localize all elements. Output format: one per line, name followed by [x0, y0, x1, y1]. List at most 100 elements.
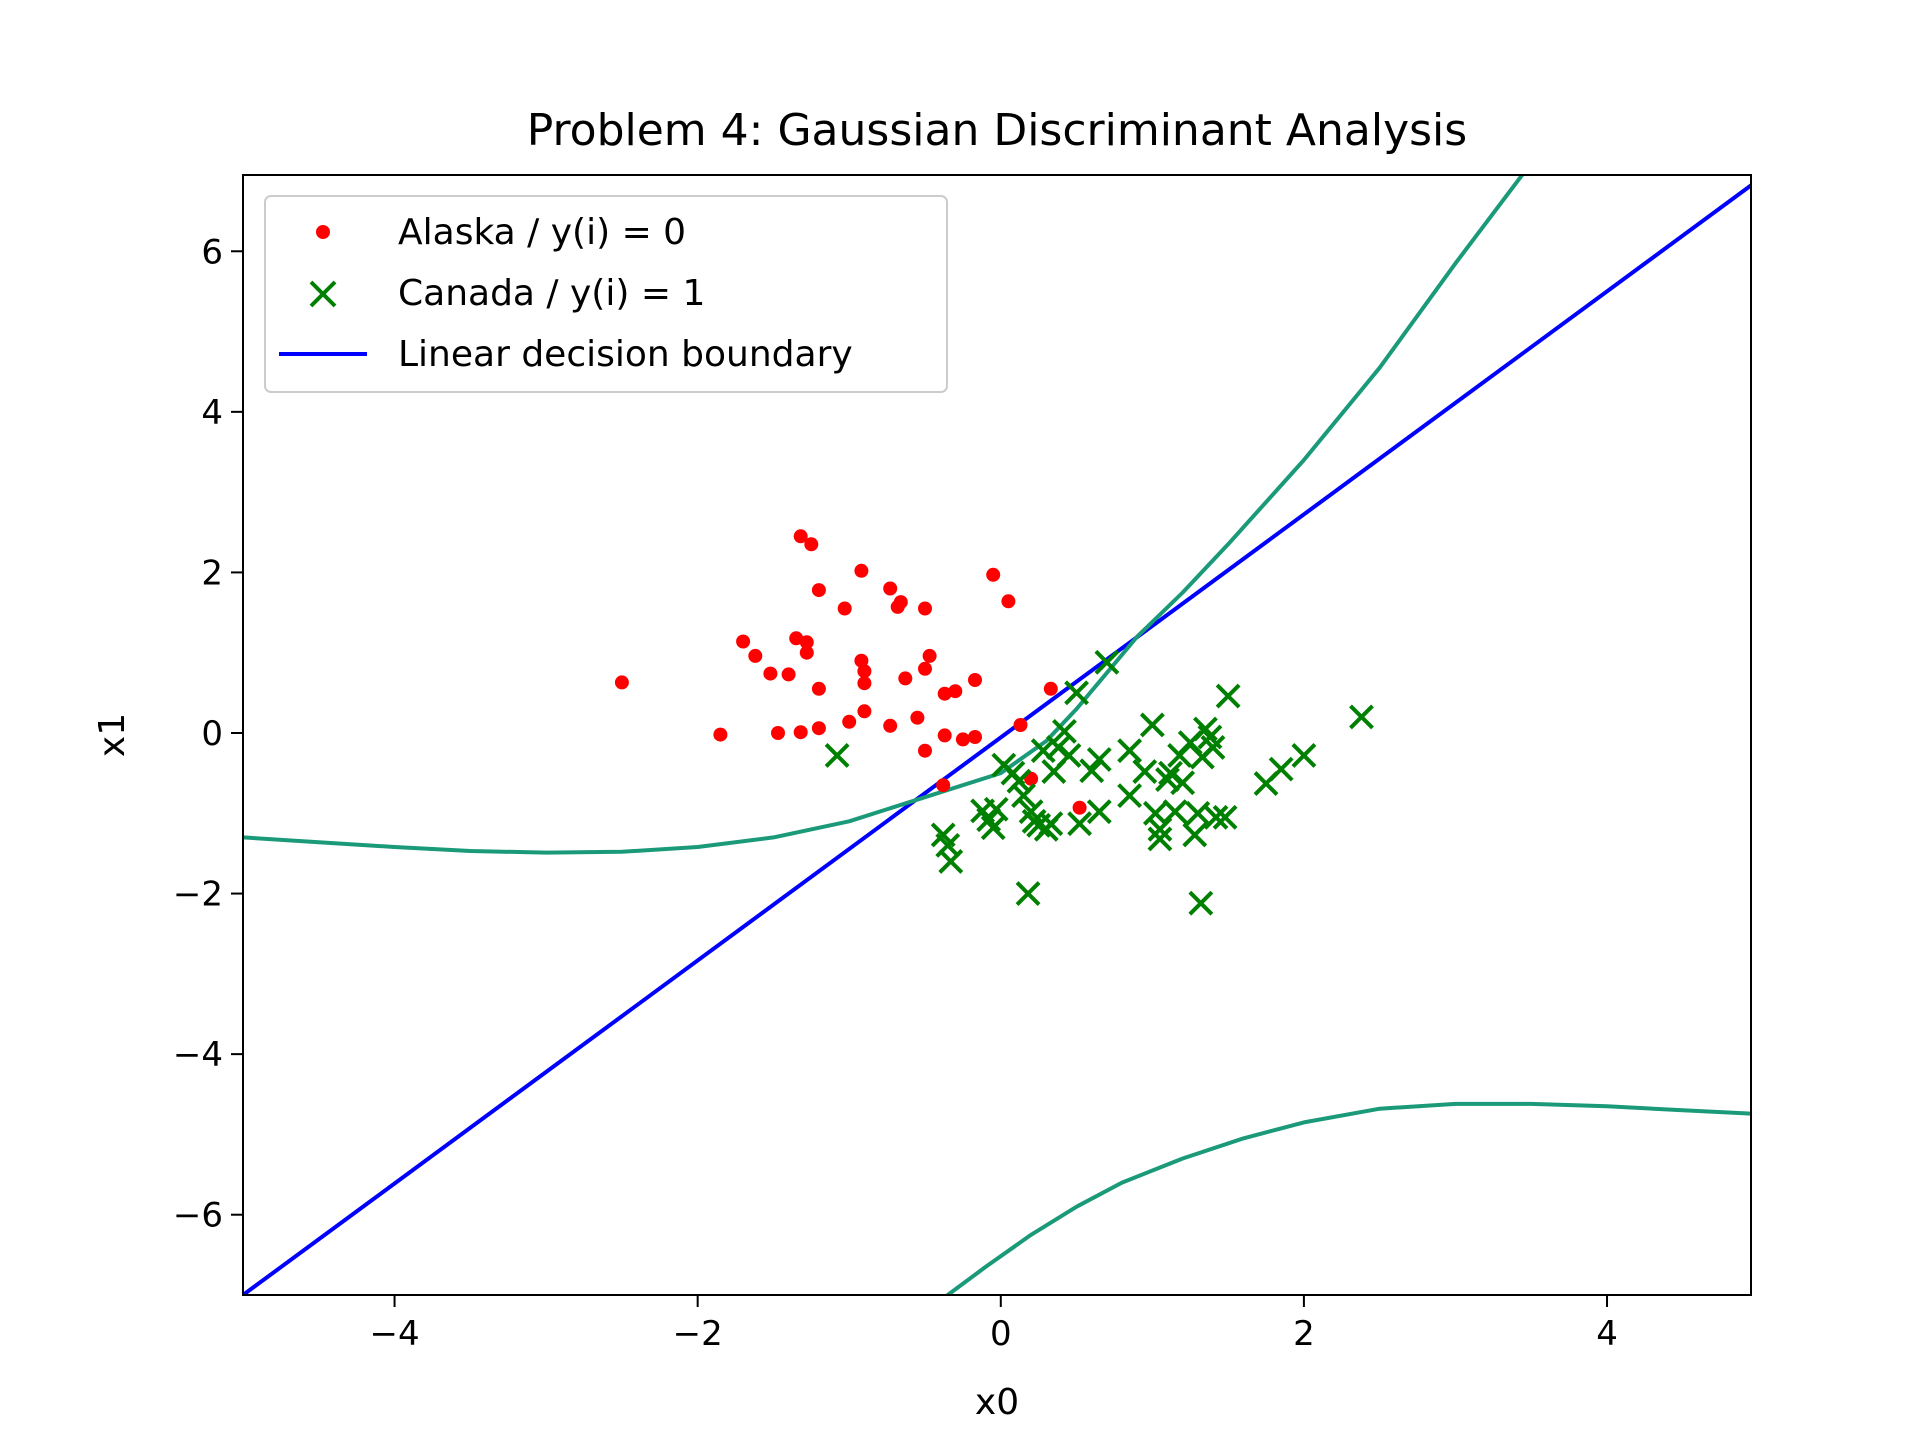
canada-point: [1185, 800, 1211, 826]
alaska-point: [837, 601, 852, 616]
alaska-point: [854, 653, 869, 668]
alaska-point: [789, 631, 804, 646]
canada-point: [1132, 759, 1158, 784]
alaska-point: [918, 743, 932, 758]
scatter-points: [614, 529, 1374, 916]
alaska-point: [893, 595, 908, 610]
canada-point: [1203, 804, 1229, 830]
canada-point: [1200, 735, 1226, 760]
alaska-point: [1001, 594, 1016, 609]
alaska-point: [763, 666, 778, 681]
x-tick-label: −2: [673, 1314, 723, 1354]
alaska-point: [955, 732, 970, 747]
alaska-point: [986, 567, 1001, 582]
alaska-point: [937, 686, 952, 701]
quadratic-boundary-curve-1: [243, 175, 1525, 855]
canada-point: [1117, 738, 1143, 764]
y-tick-label: −4: [173, 1035, 223, 1075]
canada-point: [983, 796, 1009, 822]
legend: Alaska / y(i) = 0 Canada / y(i) = 1 Line…: [264, 195, 948, 393]
canada-point: [1268, 756, 1294, 782]
y-axis-label: x1: [92, 713, 133, 757]
alaska-point: [922, 648, 937, 663]
canada-point: [1212, 804, 1238, 830]
canada-point: [1038, 811, 1064, 837]
legend-marker-canada: [309, 280, 337, 308]
x-axis-label: x0: [975, 1382, 1019, 1423]
canada-point: [938, 849, 964, 874]
alaska-point: [948, 684, 963, 699]
x-tick-label: 4: [1596, 1314, 1618, 1354]
canada-point: [1067, 811, 1093, 837]
canada-point: [1011, 783, 1036, 809]
alaska-point: [799, 645, 814, 660]
canada-point: [1064, 680, 1089, 706]
legend-label-linear-boundary: Linear decision boundary: [398, 334, 853, 375]
canada-point: [1056, 743, 1082, 768]
x-tick-label: 2: [1293, 1314, 1315, 1354]
chart-title: Problem 4: Gaussian Discriminant Analysi…: [527, 105, 1467, 156]
y-tick-label: 4: [201, 393, 223, 433]
y-tick-label: −2: [173, 875, 223, 915]
x-tick-label: −4: [369, 1314, 419, 1354]
canada-point: [1006, 768, 1032, 794]
canada-point: [1162, 799, 1188, 825]
legend-label-alaska: Alaska / y(i) = 0: [398, 212, 686, 253]
canada-point: [1188, 890, 1214, 916]
canada-point: [1086, 747, 1112, 772]
alaska-point: [736, 634, 751, 649]
alaska-point: [918, 601, 932, 616]
alaska-point: [898, 671, 913, 686]
canada-point: [1142, 800, 1168, 826]
alaska-point: [918, 661, 932, 676]
canada-point: [1052, 718, 1077, 744]
alaska-point: [936, 778, 951, 793]
legend-box: [264, 195, 948, 393]
alaska-point: [1043, 681, 1058, 696]
alaska-point: [1072, 800, 1087, 815]
alaska-point: [1013, 718, 1028, 732]
alaska-point: [614, 675, 629, 690]
alaska-point: [748, 648, 763, 663]
y-tick-label: 6: [201, 232, 223, 272]
alaska-point: [793, 725, 808, 740]
legend-marker-alaska: [316, 225, 330, 239]
alaska-point: [771, 726, 785, 740]
y-tick-label: 2: [201, 553, 223, 593]
alaska-point: [910, 710, 925, 725]
canada-point: [1139, 712, 1165, 738]
canada-point: [1215, 683, 1241, 709]
canada-point: [1170, 770, 1196, 796]
alaska-point: [857, 704, 872, 719]
alaska-point: [937, 728, 952, 743]
quadratic-boundary-curve-2: [945, 1101, 1751, 1295]
boundary-lines: [243, 175, 1751, 1295]
y-tick-label: −6: [173, 1196, 223, 1236]
alaska-point: [857, 676, 872, 691]
alaska-point: [857, 664, 872, 679]
y-axis-ticks: −6 −4 −2 0 2 4 6: [173, 232, 243, 1236]
alaska-point: [842, 714, 857, 729]
canada-point: [1086, 799, 1112, 825]
alaska-point: [713, 727, 728, 742]
alaska-point: [883, 718, 898, 733]
canada-point: [1094, 649, 1120, 675]
plot-frame: [242, 174, 1752, 1296]
canada-point: [1349, 704, 1374, 730]
canada-point: [1117, 783, 1143, 809]
canada-point: [1079, 758, 1105, 784]
alaska-point: [804, 537, 819, 552]
y-tick-label: 0: [201, 714, 223, 754]
alaska-point: [781, 667, 796, 682]
legend-label-canada: Canada / y(i) = 1: [398, 273, 705, 314]
alaska-point: [811, 681, 826, 696]
alaska-point: [793, 529, 808, 544]
canada-point: [1147, 826, 1173, 852]
canada-point: [1182, 822, 1208, 848]
alaska-point: [799, 635, 814, 650]
canada-point: [1015, 881, 1041, 906]
alaska-point: [811, 583, 826, 598]
canada-point: [824, 743, 850, 768]
x-tick-label: 0: [990, 1314, 1012, 1354]
